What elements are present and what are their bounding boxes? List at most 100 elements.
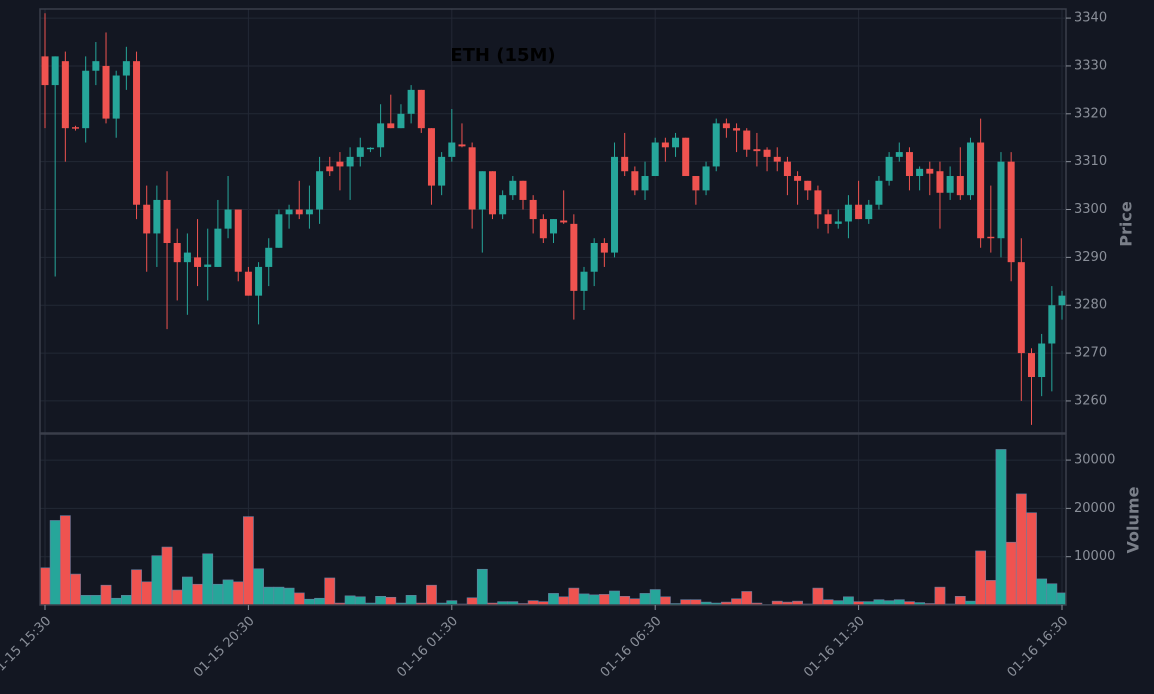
candle-body [570, 223, 578, 291]
candle-body [438, 156, 446, 186]
candle-body [682, 137, 690, 177]
volume-bar [90, 595, 102, 605]
candle-body [550, 219, 557, 234]
candle-body [51, 56, 59, 86]
price-panel [39, 8, 1067, 434]
candle-body [621, 156, 629, 172]
y-tick-label: 3320 [1074, 106, 1107, 121]
candle-body [529, 199, 537, 220]
volume-bar [975, 550, 987, 605]
volume-bar [232, 581, 244, 605]
candle-body [387, 123, 395, 129]
volume-bar [995, 449, 1007, 605]
candle-body [1017, 262, 1025, 354]
grid [40, 9, 1066, 605]
candle-body [885, 156, 893, 181]
candle-body [987, 236, 995, 239]
candle-body [305, 209, 313, 215]
volume-bar [263, 586, 275, 605]
volume-bar [578, 593, 590, 605]
volume-bar [731, 598, 742, 605]
volume-bar [243, 516, 254, 605]
candle-body [163, 199, 171, 244]
candle-body [702, 166, 710, 191]
volume-bar [476, 568, 488, 605]
candle-body [214, 228, 222, 267]
candle-body [814, 190, 822, 215]
volume-bar [690, 599, 702, 605]
volume-bar [934, 586, 946, 605]
volume-bar [273, 586, 285, 605]
volume-bar [659, 596, 671, 605]
volume-bar [680, 599, 692, 605]
y-axis-label: Price [1117, 201, 1136, 247]
candle-body [102, 65, 110, 119]
candle-body [977, 142, 985, 239]
candle-body [366, 147, 374, 150]
candle-body [295, 209, 303, 215]
candle-body [672, 137, 680, 148]
volume-bar [181, 576, 193, 605]
y-tick-label: 3260 [1074, 393, 1107, 408]
candle-body [641, 176, 649, 191]
candle-body [539, 219, 547, 239]
candle-body [763, 149, 771, 157]
y2-tick-label: 30000 [1074, 453, 1115, 468]
volume-bar [619, 596, 631, 605]
volume-bar [792, 600, 803, 605]
candle-body [966, 142, 974, 196]
volume-bar [131, 569, 142, 605]
candle-body [417, 89, 425, 129]
candle-body [895, 152, 903, 157]
candle-body [468, 147, 476, 210]
y-tick-label: 3310 [1074, 154, 1107, 169]
candle-body [865, 204, 873, 220]
volume-bar [985, 580, 997, 605]
candle-body [783, 161, 791, 177]
volume-bar [70, 573, 81, 605]
volume-bar [253, 568, 264, 605]
candle-body [916, 168, 924, 177]
candle-body [844, 204, 852, 222]
volume-bar [588, 594, 600, 605]
candle-body [997, 161, 1005, 239]
candle-body [427, 128, 435, 186]
candle-body [600, 243, 608, 253]
volume-bar [80, 595, 92, 605]
candle-body [407, 89, 415, 114]
volume-bar [354, 596, 366, 605]
candle-body [194, 257, 202, 267]
candle-body [153, 199, 161, 234]
volume-bar [568, 587, 580, 605]
candle-body [173, 243, 181, 263]
candle-body [133, 61, 141, 205]
candle-body [224, 209, 232, 229]
candle-body [794, 176, 802, 181]
volume-bar [100, 584, 112, 605]
candle-body [1007, 161, 1015, 263]
volume-bar [283, 587, 295, 605]
volume-bar [893, 599, 905, 605]
y-tick-label: 3280 [1074, 298, 1107, 313]
candle-body [285, 209, 293, 215]
volume-bar [954, 596, 966, 605]
volume-bar [110, 597, 122, 605]
candle-body [499, 195, 507, 215]
volume-bar [344, 595, 356, 605]
volume-bar [405, 595, 417, 605]
volume-bar [426, 584, 437, 605]
volume-bar [1026, 512, 1037, 605]
marks [40, 13, 1066, 605]
candle-body [82, 70, 90, 129]
candle-body [956, 176, 964, 196]
candle-body [92, 61, 100, 71]
volume-bar [314, 597, 325, 605]
y2-axis-label: Volume [1124, 486, 1143, 553]
volume-bar [812, 587, 824, 605]
volume-bar [822, 599, 834, 605]
volume-bar [385, 596, 397, 605]
candle-body [946, 176, 954, 193]
candle-body [1027, 353, 1035, 378]
volume-bar [629, 598, 641, 605]
volume-bar [141, 581, 153, 605]
